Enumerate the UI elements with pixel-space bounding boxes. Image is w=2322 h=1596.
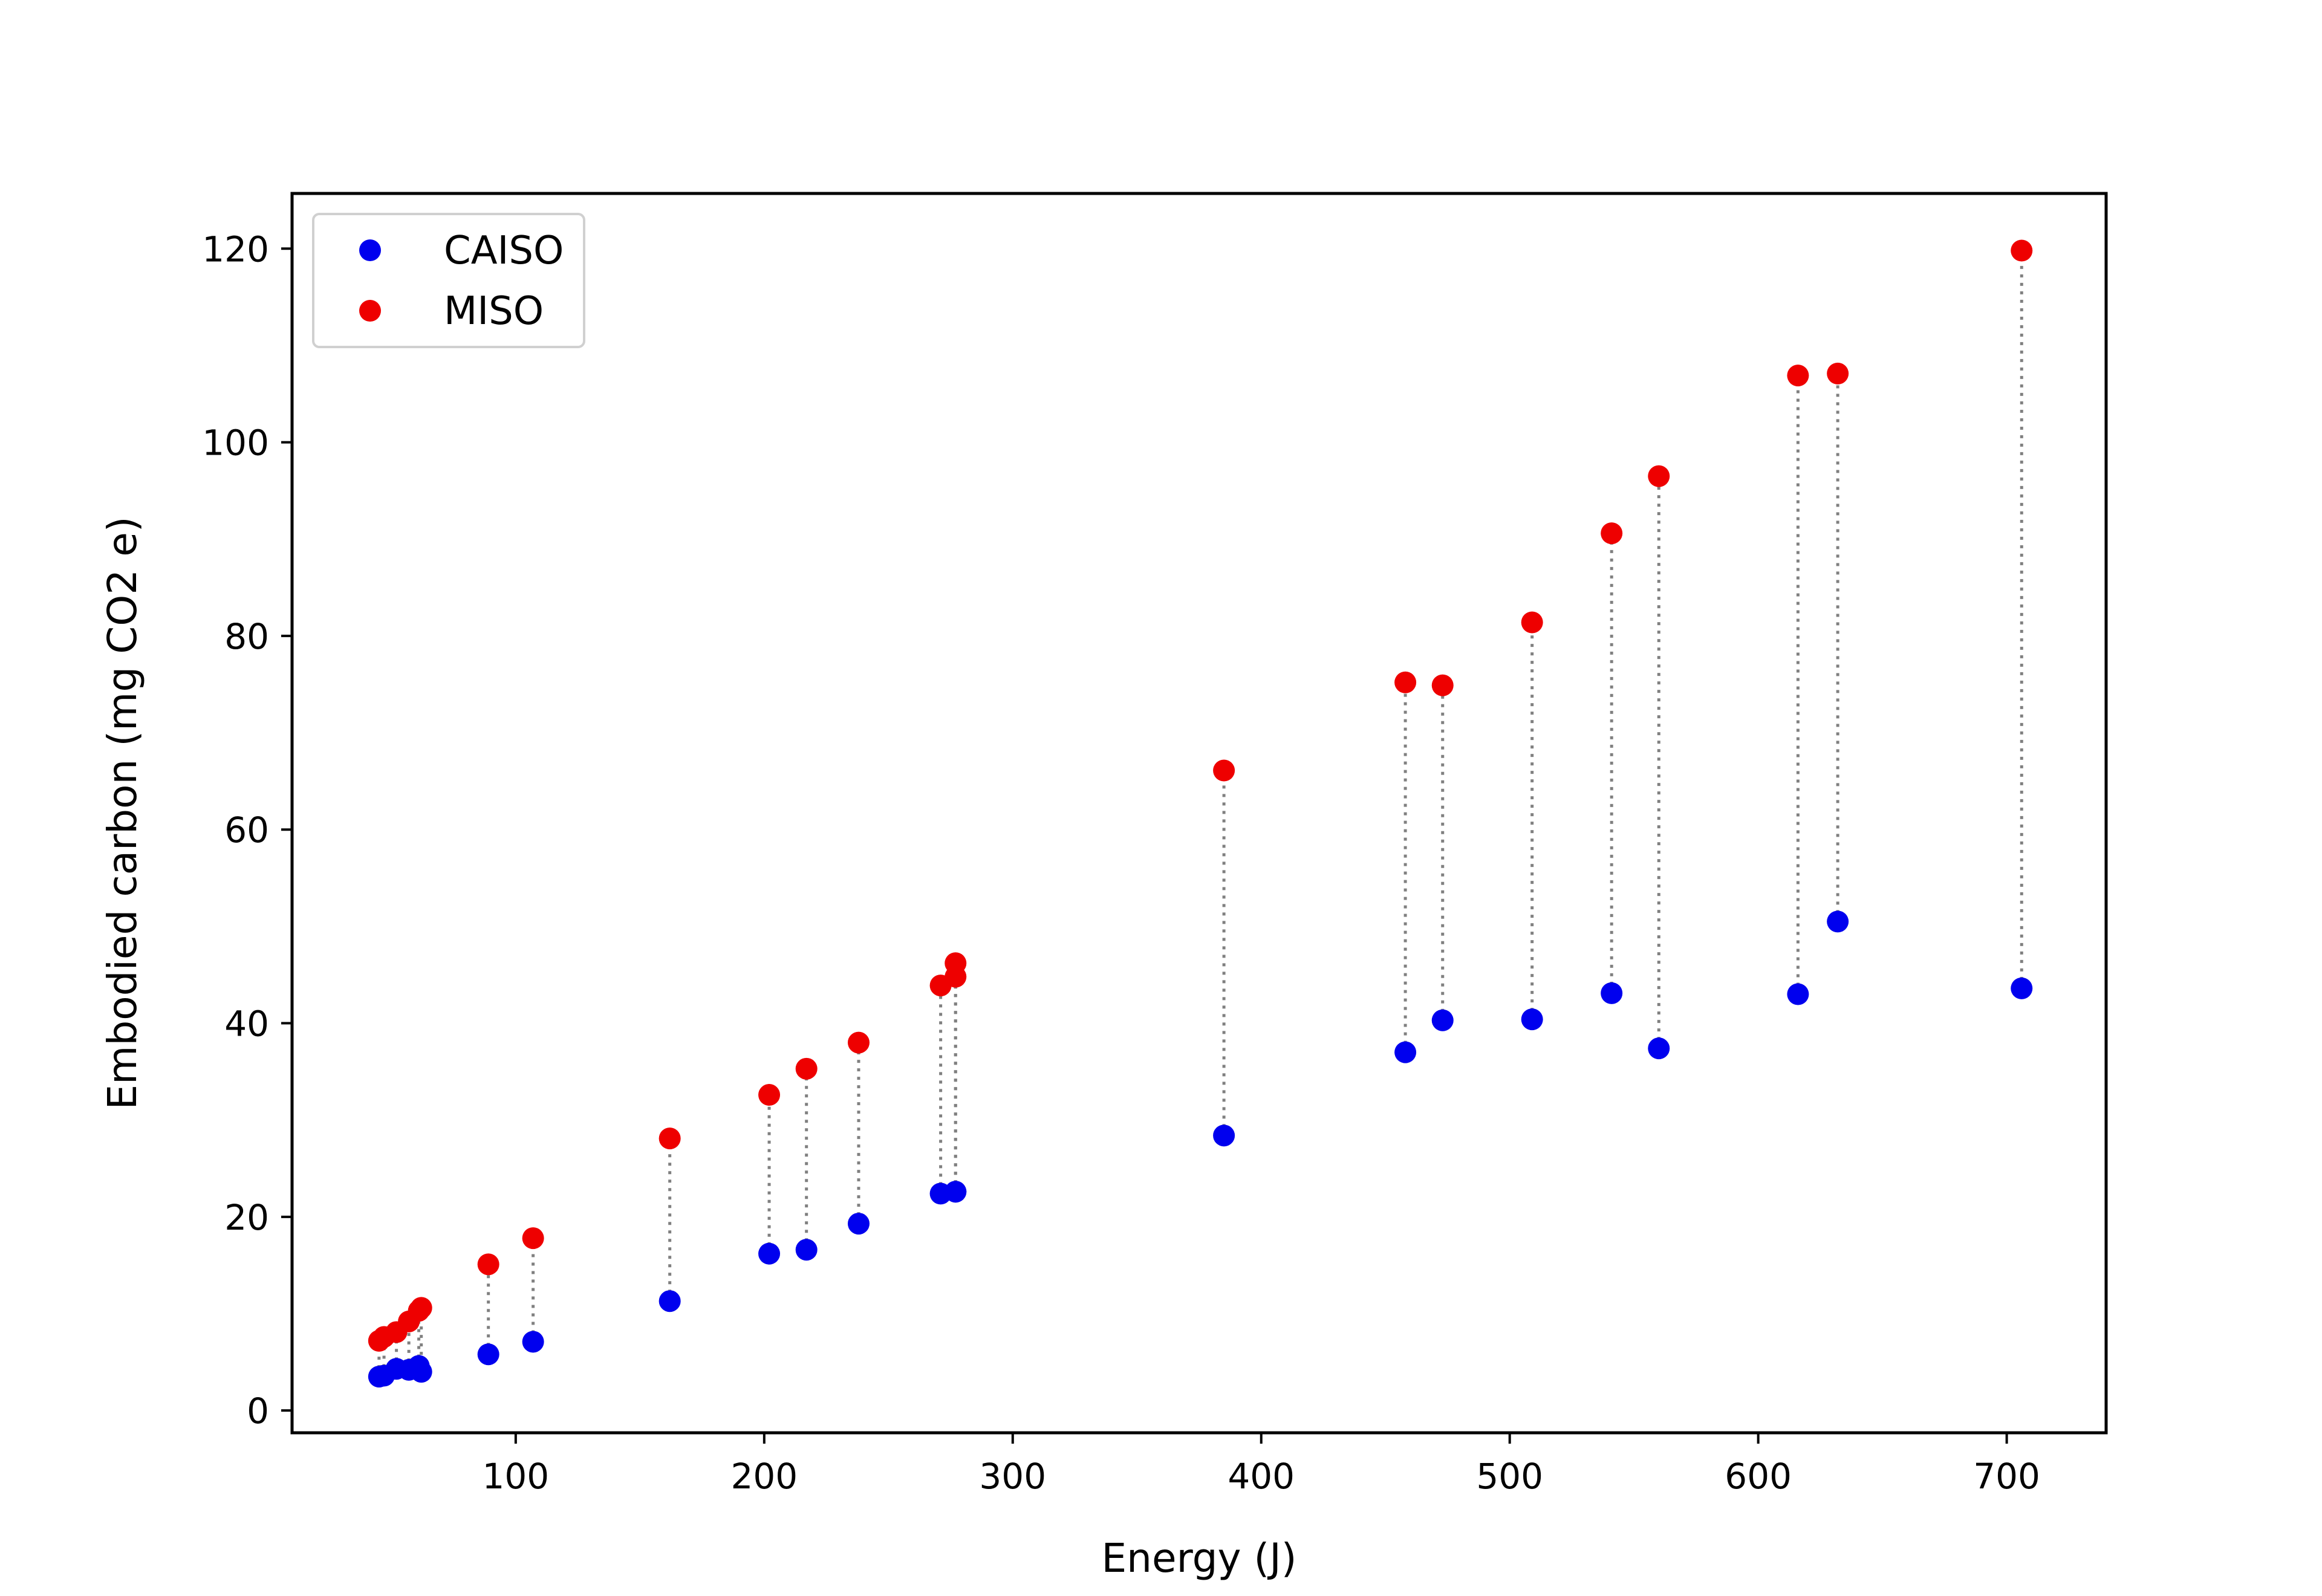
point-miso xyxy=(1827,362,1849,384)
y-tick-label: 100 xyxy=(202,423,269,464)
legend-label-caiso: CAISO xyxy=(444,229,564,273)
x-tick-label: 100 xyxy=(483,1456,550,1497)
point-miso xyxy=(795,1057,818,1080)
y-tick-label: 60 xyxy=(224,809,269,851)
x-tick-label: 200 xyxy=(730,1456,798,1497)
legend-marker-miso xyxy=(359,300,381,322)
x-axis-ticks: 100 200 300 400 500 600 700 xyxy=(483,1433,2040,1497)
legend-frame xyxy=(312,213,585,348)
point-caiso xyxy=(1213,1124,1235,1147)
plot-area-frame xyxy=(290,192,2108,1435)
y-axis-label: Embodied carbon (mg CO2 e) xyxy=(99,516,146,1109)
legend: CAISO MISO xyxy=(312,213,585,348)
point-caiso xyxy=(1827,910,1849,933)
point-miso xyxy=(1787,365,1809,387)
x-tick-label: 500 xyxy=(1476,1456,1543,1497)
x-axis-label: Energy (J) xyxy=(1101,1535,1296,1581)
legend-marker-caiso xyxy=(359,239,381,261)
point-miso xyxy=(1601,522,1623,545)
point-miso xyxy=(1394,671,1417,693)
point-caiso xyxy=(1648,1037,1670,1060)
point-miso xyxy=(1521,611,1543,634)
point-miso xyxy=(1213,759,1235,782)
x-tick-label: 400 xyxy=(1228,1456,1295,1497)
point-caiso xyxy=(1521,1008,1543,1031)
point-caiso xyxy=(410,1361,432,1383)
y-axis-ticks: 0 20 40 60 80 100 120 xyxy=(202,229,292,1432)
x-tick-label: 700 xyxy=(1973,1456,2040,1497)
data-points xyxy=(368,239,2033,1388)
y-tick-label: 120 xyxy=(202,229,269,270)
point-caiso xyxy=(795,1239,818,1261)
point-miso xyxy=(477,1253,499,1276)
point-miso xyxy=(758,1084,781,1106)
point-caiso xyxy=(1431,1009,1454,1031)
point-miso xyxy=(659,1127,681,1150)
point-caiso xyxy=(945,1181,967,1203)
point-miso xyxy=(1648,465,1670,487)
point-miso xyxy=(945,952,967,975)
y-tick-label: 0 xyxy=(247,1390,269,1432)
y-tick-label: 40 xyxy=(224,1004,269,1045)
point-miso xyxy=(410,1297,432,1319)
point-caiso xyxy=(1601,982,1623,1004)
point-caiso xyxy=(2011,977,2033,999)
point-caiso xyxy=(659,1290,681,1312)
point-caiso xyxy=(847,1213,870,1235)
point-miso xyxy=(522,1227,544,1250)
point-caiso xyxy=(477,1343,499,1366)
x-tick-label: 600 xyxy=(1725,1456,1792,1497)
point-caiso xyxy=(758,1242,781,1265)
point-caiso xyxy=(1787,983,1809,1005)
point-miso xyxy=(1431,674,1454,696)
x-tick-label: 300 xyxy=(979,1456,1046,1497)
point-caiso xyxy=(1394,1041,1417,1063)
point-caiso xyxy=(522,1331,544,1353)
point-miso xyxy=(2011,239,2033,262)
y-tick-label: 80 xyxy=(224,616,269,657)
connector-lines xyxy=(377,250,2023,1377)
legend-label-miso: MISO xyxy=(444,289,544,334)
y-tick-label: 20 xyxy=(224,1197,269,1238)
point-miso xyxy=(847,1031,870,1054)
